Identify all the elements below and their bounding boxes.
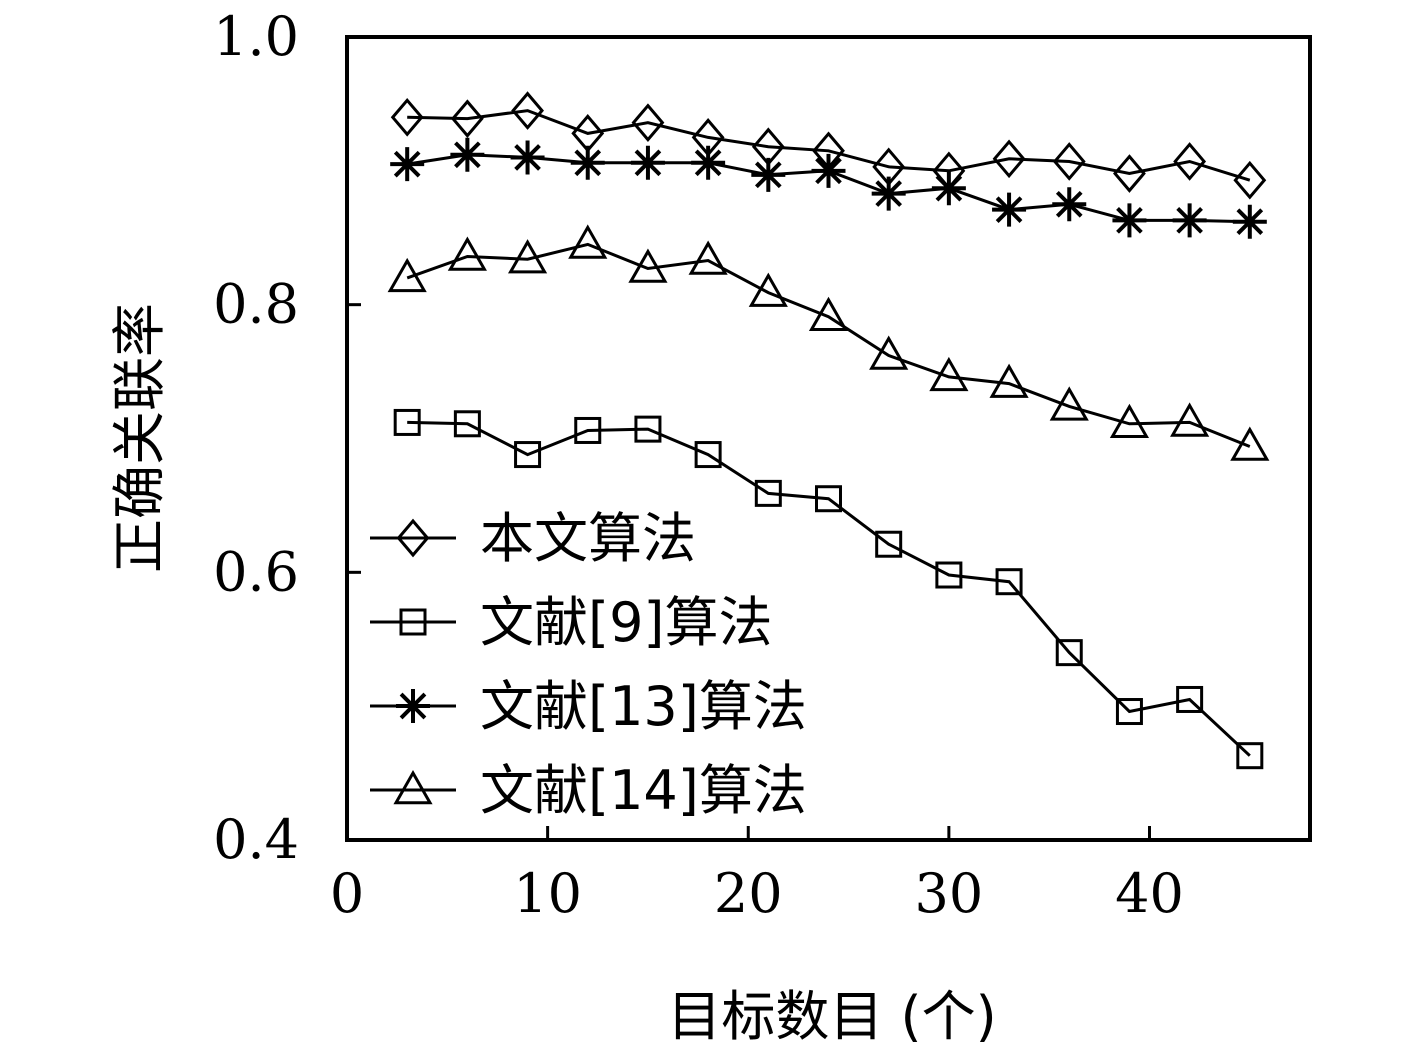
data-point [1176,685,1204,713]
data-point [568,224,608,259]
data-point [1052,187,1087,222]
data-point [992,192,1027,227]
legend-label: 文献[9]算法 [480,591,773,654]
data-point [634,415,662,443]
y-tick-label: 0.8 [213,273,299,336]
data-point [1170,402,1210,437]
data-point [688,240,728,275]
data-point [628,248,668,283]
legend-label: 文献[13]算法 [480,675,807,738]
legend-label: 本文算法 [480,507,696,570]
x-tick-label: 10 [513,862,582,925]
legend-entry: 文献[9]算法 [370,591,773,654]
data-point [1113,154,1146,193]
data-point [748,272,788,307]
x-tick-label: 20 [714,862,783,925]
legend-marker [399,608,427,636]
data-point [453,410,481,438]
data-point [390,147,425,182]
x-axis-title: 目标数目 (个) [667,985,996,1048]
data-point [630,145,665,180]
x-tick-label: 40 [1115,862,1184,925]
series-line [407,420,1251,757]
legend-entry: 本文算法 [370,507,696,570]
ticks-layer: 0 10 20 30 40 0.4 0.6 0.8 1.0 [213,5,1184,925]
data-point [1236,742,1264,770]
data-point [447,236,487,271]
data-point [1112,203,1147,238]
plot-frame [345,35,1312,842]
data-point [815,485,842,513]
y-tick-label: 0.6 [213,540,299,603]
data-point [1232,204,1267,239]
data-point [574,416,602,444]
data-point [694,441,722,469]
y-axis-title: 正确关联率 [108,303,171,573]
legend-label: 文献[14]算法 [480,759,807,822]
data-point [869,335,909,370]
data-point [811,153,846,188]
data-point [1052,142,1086,181]
series-3 [390,137,1267,239]
legend-marker [393,769,433,805]
legend-marker [396,518,430,558]
data-point [450,137,485,172]
data-point [1173,142,1207,181]
data-point [691,145,726,180]
data-point [1055,639,1083,667]
data-point [390,97,424,137]
data-point [514,441,542,469]
series-1 [390,91,1267,200]
data-point [992,139,1026,179]
data-point [989,363,1029,398]
data-point [510,140,545,175]
data-point [808,296,849,331]
y-tick-label: 1.0 [213,5,299,68]
series-2 [393,408,1264,770]
data-point [387,257,427,293]
series-4 [387,224,1270,461]
y-tick-label: 0.4 [213,808,299,871]
legend-entry: 文献[14]算法 [370,759,807,822]
data-point [511,91,544,130]
series-layer [387,91,1270,770]
data-point [929,356,969,392]
data-point [450,99,484,138]
data-point [871,176,906,211]
data-point [1172,203,1207,238]
data-point [393,408,421,436]
series-line [407,109,1251,182]
data-point [931,171,966,206]
data-point [1115,698,1143,726]
data-point [754,479,782,507]
x-tick-label: 0 [330,862,364,925]
x-tick-label: 30 [915,862,984,925]
data-point [570,145,605,180]
data-point [1230,426,1270,461]
data-point [1109,403,1150,439]
data-point [631,103,665,142]
series-line [406,242,1251,448]
legend-marker [396,689,430,723]
data-point [507,239,548,274]
legend-entry: 文献[13]算法 [370,675,807,738]
data-point [875,530,903,558]
data-point [935,561,963,589]
data-point [995,568,1023,596]
data-point [1049,386,1089,421]
data-point [1233,160,1267,200]
data-point [751,157,786,192]
